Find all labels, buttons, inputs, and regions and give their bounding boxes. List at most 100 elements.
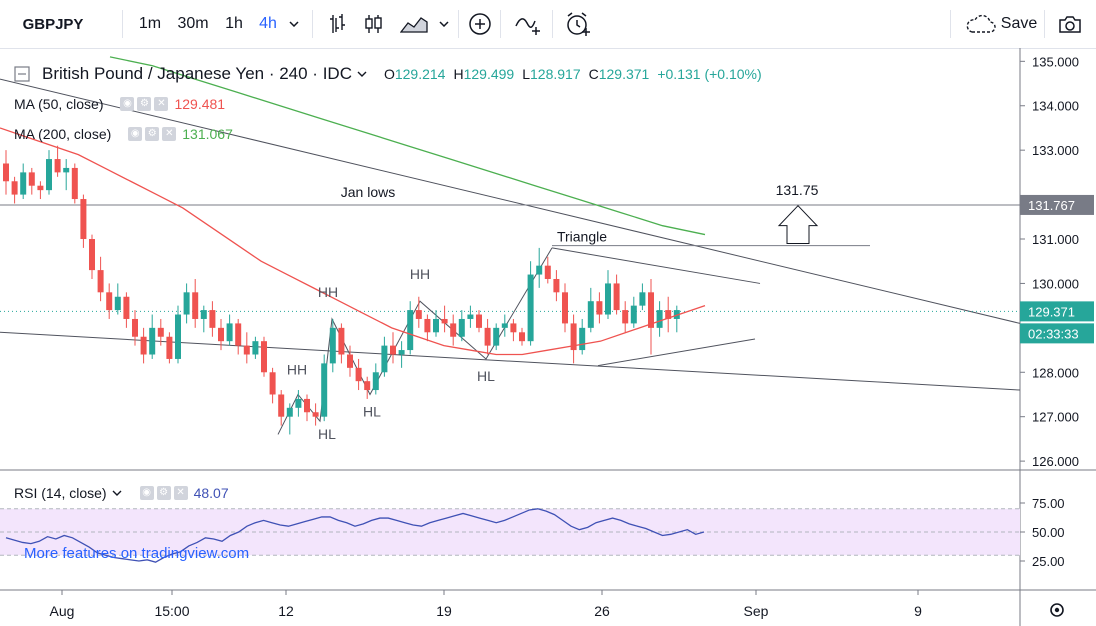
- alert-clock-icon[interactable]: [560, 0, 596, 48]
- ma200-value: 131.067: [182, 126, 233, 142]
- candle-body: [123, 296, 130, 319]
- candle-body: [493, 327, 500, 346]
- gear-icon[interactable]: ⚙: [156, 486, 171, 500]
- rsi-legend-row: RSI (14, close) ◉ ⚙ ✕ 48.07: [14, 485, 229, 501]
- ma200-line: [109, 56, 706, 236]
- eye-icon[interactable]: ◉: [120, 97, 135, 111]
- high-value: 129.499: [463, 66, 515, 82]
- candle-body: [192, 292, 199, 319]
- settings-gear-icon[interactable]: [1050, 603, 1064, 617]
- area-chart-type-icon[interactable]: [396, 0, 432, 48]
- bar-chart-type-icon[interactable]: [324, 0, 352, 48]
- price-tick-label: 130.000: [1032, 276, 1079, 291]
- triangle-label: Triangle: [557, 229, 607, 245]
- triangle-lower-line: [597, 338, 756, 367]
- candle-body: [71, 167, 78, 200]
- toolbar-divider: [950, 10, 951, 38]
- candle-body: [149, 327, 156, 355]
- interval-4h-button[interactable]: 4h: [259, 15, 277, 32]
- candle-body: [183, 292, 190, 315]
- candle-body: [312, 412, 319, 417]
- candle-body: [458, 318, 465, 337]
- candle-body: [209, 310, 216, 328]
- time-axis[interactable]: Aug 15:00 12 19 26 Sep 9: [50, 590, 923, 619]
- low-value: 128.917: [530, 66, 581, 82]
- swing-label: HL: [363, 404, 381, 420]
- chart-type-dropdown-icon[interactable]: [436, 0, 452, 48]
- promo-link[interactable]: More features on tradingview.com: [24, 545, 250, 562]
- candle-body: [656, 310, 663, 328]
- price-tick-label: 127.000: [1032, 410, 1079, 425]
- last-price-label: 129.371: [1028, 304, 1075, 319]
- candle-body: [235, 323, 242, 346]
- candle-body: [536, 265, 543, 275]
- collapse-legend-icon[interactable]: [14, 66, 30, 82]
- rsi-dropdown-icon[interactable]: [111, 488, 123, 498]
- rsi-axis: 75.00 50.00 25.00: [1020, 496, 1065, 569]
- rsi-name: RSI (14, close): [14, 485, 107, 501]
- candle-body: [562, 292, 568, 324]
- candle-body: [605, 283, 611, 315]
- candle-body: [639, 292, 646, 306]
- level-price-label: 131.767: [1028, 198, 1075, 213]
- jan-lows-label: Jan lows: [341, 184, 395, 200]
- camera-snapshot-icon[interactable]: [1054, 0, 1086, 48]
- candle-body: [587, 301, 594, 328]
- candle-body: [3, 163, 9, 182]
- save-button[interactable]: Save: [960, 0, 1040, 48]
- candle-body: [630, 305, 637, 324]
- candle-body: [338, 327, 345, 355]
- compare-symbol-icon[interactable]: [510, 0, 546, 48]
- triangle-upper-line: [551, 247, 761, 284]
- time-tick-label: 26: [594, 603, 610, 619]
- gear-hub: [1054, 607, 1060, 613]
- ma200-name: MA (200, close): [14, 126, 112, 142]
- interval-1h-button[interactable]: 1h: [225, 15, 243, 32]
- ma50-value: 129.481: [174, 96, 226, 112]
- swing-label: HL: [318, 426, 336, 442]
- candle-body: [648, 292, 654, 328]
- candle-body: [398, 350, 405, 355]
- candle-body: [175, 314, 181, 359]
- gear-icon[interactable]: ⚙: [137, 97, 152, 111]
- legend-dropdown-icon[interactable]: [356, 69, 368, 79]
- candle-body: [11, 181, 18, 195]
- rsi-tick-label: 50.00: [1032, 525, 1065, 540]
- eye-icon[interactable]: ◉: [139, 486, 154, 500]
- eye-icon[interactable]: ◉: [128, 127, 143, 141]
- candle-body: [476, 314, 482, 328]
- change-value: +0.131 (+0.10%): [657, 66, 762, 82]
- interval-dropdown-icon[interactable]: [286, 0, 302, 48]
- add-indicator-icon[interactable]: [466, 0, 494, 48]
- close-icon[interactable]: ✕: [162, 127, 177, 141]
- interval-30m-button[interactable]: 30m: [177, 15, 209, 32]
- gear-icon[interactable]: ⚙: [145, 127, 160, 141]
- symbol-search-button[interactable]: GBPJPY: [22, 15, 84, 33]
- interval-1m-button[interactable]: 1m: [138, 15, 162, 32]
- ma50-line: [0, 127, 706, 356]
- candle-body: [106, 292, 113, 311]
- candle-body: [80, 199, 87, 240]
- close-icon[interactable]: ✕: [173, 486, 188, 500]
- candle-body: [218, 327, 224, 342]
- candle-body: [54, 159, 61, 173]
- candle-body: [28, 172, 35, 186]
- close-icon[interactable]: ✕: [154, 97, 169, 111]
- candles-chart-type-icon[interactable]: [360, 0, 388, 48]
- candle-body: [622, 310, 629, 324]
- time-tick-label: Sep: [744, 603, 769, 619]
- gear-ring: [1050, 603, 1064, 617]
- candle-body: [510, 323, 517, 333]
- time-tick-label: 9: [914, 603, 922, 619]
- price-axis[interactable]: 135.000 134.000 133.000 131.767 131.000 130.0…: [1020, 54, 1094, 469]
- target-arrow: [777, 204, 819, 244]
- candle-body: [665, 310, 672, 319]
- candle-body: [372, 372, 379, 391]
- candle-body: [613, 283, 620, 311]
- candle-body: [46, 159, 52, 191]
- candle-body: [252, 341, 259, 355]
- target-label: 131.75: [776, 182, 819, 198]
- toolbar-divider: [312, 10, 313, 38]
- price-tick-label: 128.000: [1032, 365, 1079, 380]
